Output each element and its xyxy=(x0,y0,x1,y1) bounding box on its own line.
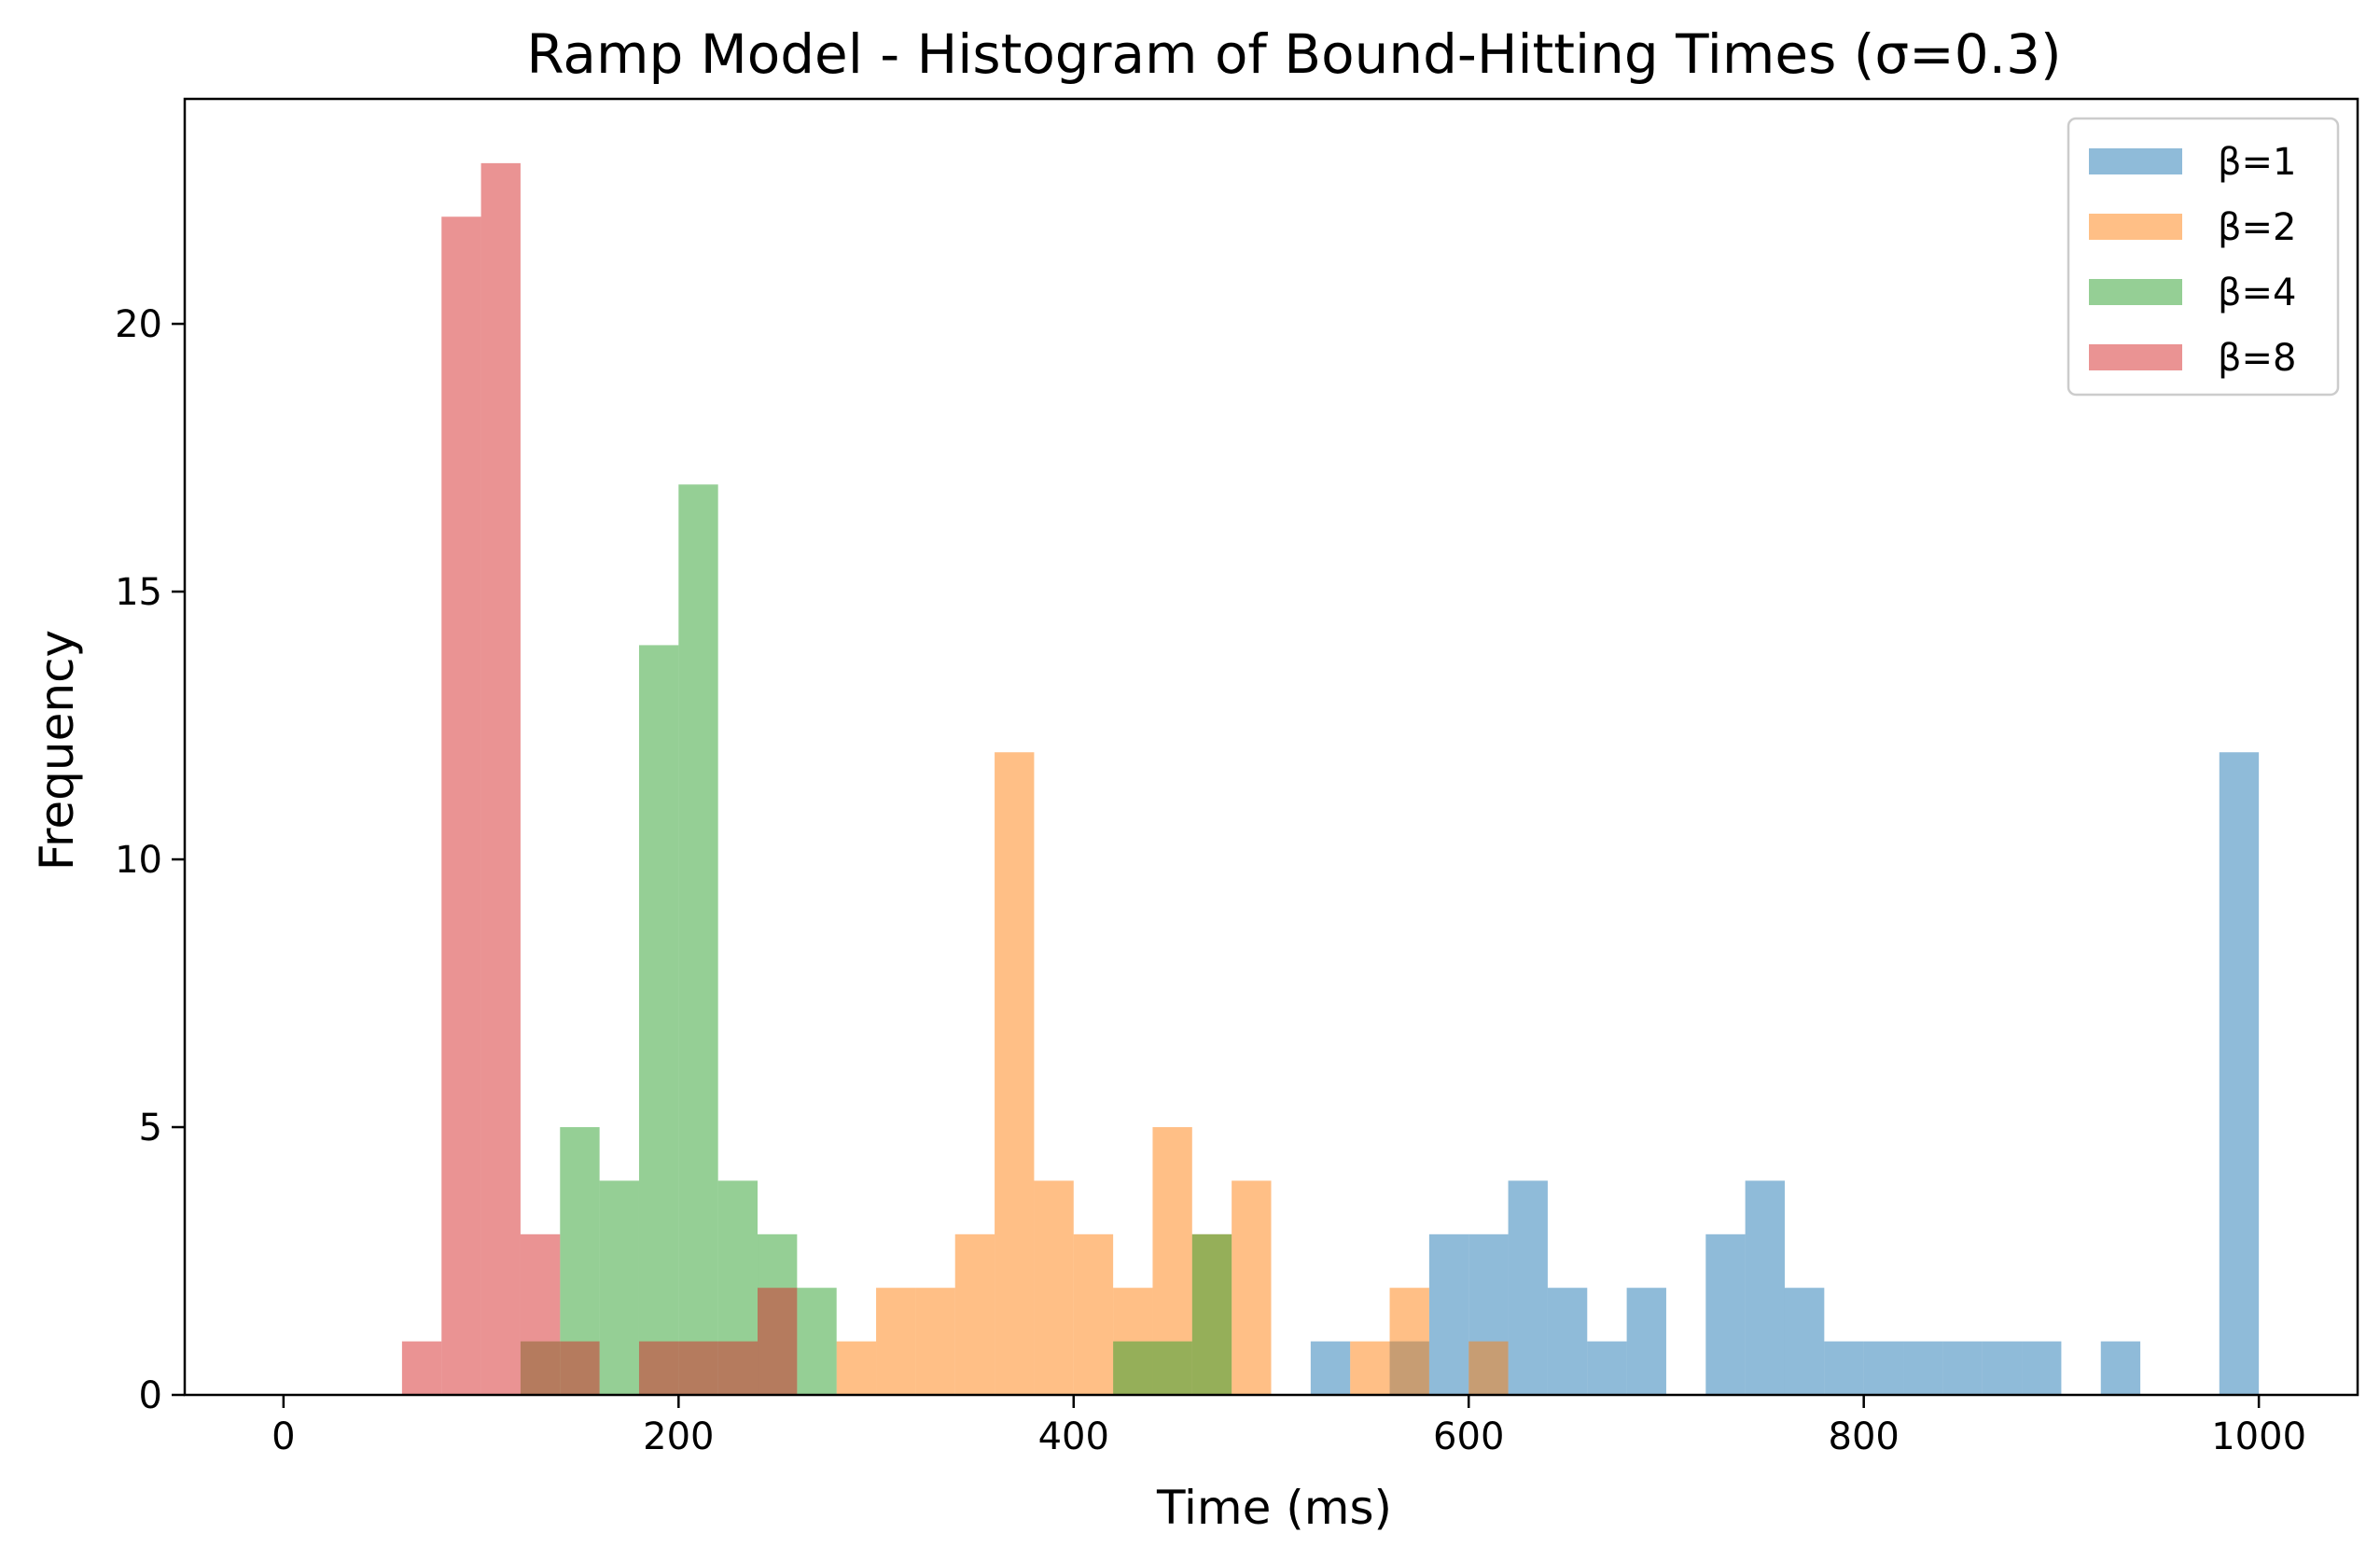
bar-series-0-bin-8 xyxy=(1705,1233,1746,1395)
bar-series-3-bin-3 xyxy=(520,1233,561,1395)
bar-series-3-bin-5 xyxy=(638,1341,679,1395)
bar-series-0-bin-10 xyxy=(1784,1288,1825,1395)
legend-swatch-0 xyxy=(2089,148,2182,174)
y-axis-label: Frequency xyxy=(30,630,84,871)
legend: β=1 β=2 β=4 β=8 xyxy=(2067,117,2340,397)
bar-series-2-bin-9 xyxy=(1152,1341,1192,1395)
bar-series-2-bin-8 xyxy=(1113,1341,1153,1395)
bar-series-0-bin-17 xyxy=(2100,1341,2141,1395)
bar-series-3-bin-6 xyxy=(678,1341,718,1395)
y-axis: 0 5 10 15 20 xyxy=(115,303,185,1417)
bar-series-2-bin-2 xyxy=(599,1180,639,1395)
bar-series-0-bin-13 xyxy=(1903,1341,1943,1395)
y-tick-label-4: 20 xyxy=(115,303,162,346)
legend-swatch-3 xyxy=(2089,344,2182,370)
x-axis: 0 200 400 600 800 1000 xyxy=(271,1395,2306,1458)
bar-series-0-bin-0 xyxy=(1310,1341,1351,1395)
bar-series-0-bin-6 xyxy=(1587,1341,1627,1395)
bar-series-3-bin-4 xyxy=(560,1341,600,1395)
bar-series-0-bin-16 xyxy=(2022,1341,2062,1395)
y-tick-label-2: 10 xyxy=(115,839,162,882)
bar-series-3-bin-2 xyxy=(480,162,521,1396)
bar-series-1-bin-0 xyxy=(836,1341,877,1395)
bar-series-0-bin-5 xyxy=(1547,1288,1588,1395)
bar-series-2-bin-10 xyxy=(1191,1233,1232,1395)
legend-label-0: β=1 xyxy=(2218,141,2297,184)
y-tick-label-0: 0 xyxy=(139,1374,162,1417)
bar-series-3-bin-8 xyxy=(758,1288,798,1395)
bar-series-1-bin-12 xyxy=(1389,1288,1429,1395)
plot-frame xyxy=(183,97,2359,1397)
bar-series-3-bin-0 xyxy=(401,1341,442,1395)
x-tick-label-1: 200 xyxy=(643,1415,714,1458)
bar-series-1-bin-13 xyxy=(1468,1341,1509,1395)
x-tick-label-3: 600 xyxy=(1433,1415,1504,1458)
bar-series-1-bin-2 xyxy=(915,1288,955,1395)
y-tick-label-1: 5 xyxy=(139,1107,162,1150)
legend-label-1: β=2 xyxy=(2218,206,2297,249)
bar-series-0-bin-12 xyxy=(1863,1341,1904,1395)
legend-box xyxy=(2067,117,2340,397)
bar-series-0-bin-15 xyxy=(1982,1341,2023,1395)
bar-series-0-bin-2 xyxy=(1428,1233,1469,1395)
x-tick-label-0: 0 xyxy=(271,1415,295,1458)
x-tick-label-5: 1000 xyxy=(2211,1415,2306,1458)
legend-label-3: β=8 xyxy=(2218,337,2297,380)
bar-series-0-bin-9 xyxy=(1745,1180,1785,1395)
chart-title: Ramp Model - Histogram of Bound-Hitting … xyxy=(526,22,2061,86)
bar-series-3-bin-1 xyxy=(441,216,481,1396)
bar-series-1-bin-4 xyxy=(995,752,1035,1395)
bar-series-1-bin-3 xyxy=(954,1233,995,1395)
x-axis-label: Time (ms) xyxy=(1156,1481,1392,1535)
bar-series-0-bin-14 xyxy=(1942,1341,1983,1395)
bar-series-1-bin-10 xyxy=(1232,1180,1272,1395)
bar-series-2-bin-7 xyxy=(797,1288,837,1395)
bar-series-0-bin-4 xyxy=(1508,1180,1548,1395)
bar-series-3-bin-7 xyxy=(717,1341,759,1395)
bar-series-0-bin-18 xyxy=(2219,752,2260,1395)
bar-series-1-bin-5 xyxy=(1034,1180,1074,1395)
bar-series-0-bin-11 xyxy=(1824,1341,1864,1395)
legend-swatch-2 xyxy=(2089,279,2182,305)
legend-label-2: β=4 xyxy=(2218,272,2297,314)
bar-series-2-bin-3 xyxy=(638,645,679,1395)
bar-series-2-bin-4 xyxy=(678,484,718,1395)
legend-swatch-1 xyxy=(2089,214,2182,240)
bar-series-0-bin-7 xyxy=(1626,1288,1666,1395)
x-tick-label-2: 400 xyxy=(1038,1415,1109,1458)
bar-series-1-bin-11 xyxy=(1350,1341,1390,1395)
y-tick-label-3: 15 xyxy=(115,571,162,614)
bar-series-1-bin-6 xyxy=(1073,1233,1114,1395)
bars-layer xyxy=(401,162,2260,1396)
x-tick-label-4: 800 xyxy=(1829,1415,1900,1458)
bar-series-1-bin-1 xyxy=(876,1288,916,1395)
